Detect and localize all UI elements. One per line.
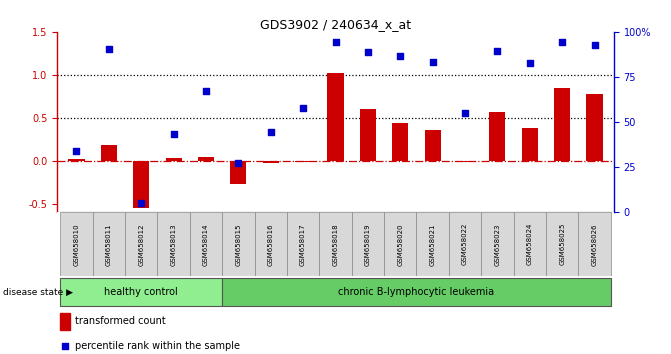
Text: GSM658022: GSM658022: [462, 223, 468, 266]
Text: GSM658014: GSM658014: [203, 223, 209, 266]
Bar: [101, 145, 117, 161]
Point: [427, 59, 438, 65]
Bar: [513, 212, 546, 276]
Bar: [230, 161, 246, 184]
Text: GSM658013: GSM658013: [170, 223, 176, 266]
Bar: [449, 212, 481, 276]
Point: [298, 105, 309, 110]
Point: [103, 46, 114, 52]
Text: GSM658016: GSM658016: [268, 223, 274, 266]
Bar: [158, 212, 190, 276]
Bar: [546, 212, 578, 276]
Bar: [457, 161, 473, 162]
Text: GSM658019: GSM658019: [365, 223, 371, 266]
Bar: [425, 130, 441, 161]
Bar: [417, 212, 449, 276]
Point: [265, 129, 276, 135]
Bar: [198, 156, 214, 161]
Point: [71, 148, 82, 153]
Title: GDS3902 / 240634_x_at: GDS3902 / 240634_x_at: [260, 18, 411, 31]
Point: [395, 53, 406, 59]
Text: chronic B-lymphocytic leukemia: chronic B-lymphocytic leukemia: [338, 287, 495, 297]
Bar: [521, 128, 538, 161]
Bar: [554, 88, 570, 161]
Text: percentile rank within the sample: percentile rank within the sample: [75, 341, 240, 351]
Bar: [222, 278, 611, 306]
Point: [525, 60, 535, 65]
Text: transformed count: transformed count: [75, 316, 166, 326]
Bar: [68, 159, 85, 161]
Bar: [319, 212, 352, 276]
Text: GSM658020: GSM658020: [397, 223, 403, 266]
Point: [460, 110, 470, 115]
Text: healthy control: healthy control: [105, 287, 178, 297]
Bar: [190, 212, 222, 276]
Bar: [60, 212, 93, 276]
Bar: [295, 161, 311, 162]
Bar: [327, 73, 344, 161]
Point: [330, 39, 341, 45]
Bar: [93, 212, 125, 276]
Text: GSM658026: GSM658026: [592, 223, 598, 266]
Bar: [578, 212, 611, 276]
Bar: [133, 161, 150, 208]
Text: GSM658025: GSM658025: [559, 223, 565, 266]
Point: [589, 42, 600, 47]
Point: [201, 88, 211, 94]
Text: GSM658017: GSM658017: [300, 223, 306, 266]
Bar: [360, 109, 376, 161]
Bar: [125, 212, 158, 276]
Bar: [254, 212, 287, 276]
Text: GSM658018: GSM658018: [333, 223, 338, 266]
Bar: [489, 112, 505, 161]
Bar: [222, 212, 254, 276]
Bar: [287, 212, 319, 276]
Text: GSM658015: GSM658015: [236, 223, 242, 266]
Text: GSM658021: GSM658021: [429, 223, 435, 266]
Bar: [166, 158, 182, 161]
Point: [492, 48, 503, 53]
Point: [233, 160, 244, 165]
Bar: [60, 278, 222, 306]
Text: GSM658012: GSM658012: [138, 223, 144, 266]
Bar: [262, 161, 279, 162]
Text: GSM658011: GSM658011: [106, 223, 112, 266]
Bar: [481, 212, 513, 276]
Point: [362, 49, 373, 55]
Text: GSM658024: GSM658024: [527, 223, 533, 266]
Bar: [352, 212, 384, 276]
Text: GSM658010: GSM658010: [73, 223, 79, 266]
Point: [60, 343, 70, 349]
Point: [168, 131, 179, 137]
Bar: [60, 313, 70, 330]
Text: GSM658023: GSM658023: [495, 223, 501, 266]
Point: [557, 39, 568, 45]
Bar: [384, 212, 417, 276]
Point: [136, 200, 146, 206]
Bar: [586, 94, 603, 161]
Text: disease state ▶: disease state ▶: [3, 287, 73, 297]
Bar: [392, 123, 409, 161]
